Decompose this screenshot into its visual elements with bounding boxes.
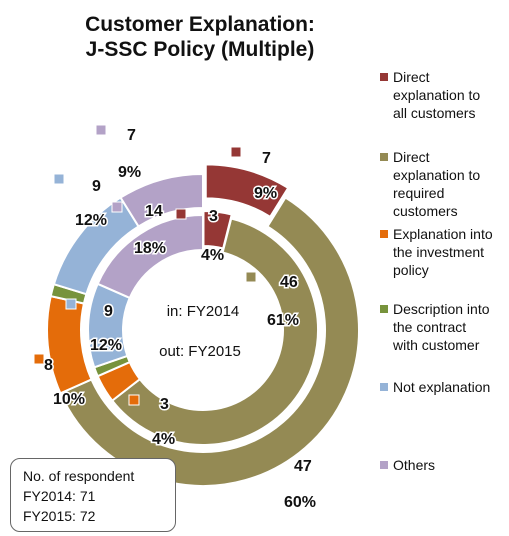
center-label-inner: in: FY2014 [167,303,240,320]
legend-swatch [380,153,388,161]
fy2014-slice-others [96,213,204,300]
fy2015-percent-label-others: 9% [118,164,141,181]
nested-donut-chart: 79%34%4661%4760%34%810%912%912%1418%79% … [33,124,360,513]
fy2014-count-label-direct-required: 46 [280,274,298,291]
respondent-heading: No. of respondent [23,468,135,484]
marker-square-direct-all [230,146,242,158]
fy2015-slice-direct-all [204,163,290,219]
marker-square-not-explanation [53,173,65,185]
fy2014-percent-label-others: 18% [134,240,166,257]
fy2015-count-label-direct-all: 7 [262,150,271,167]
chart-title-line-2: J-SSC Policy (Multiple) [85,38,315,61]
fy2014-percent-label-direct-required: 61% [267,312,299,329]
fy2015-percent-label-investment-policy: 10% [53,391,85,408]
fy2015-percent-label-not-explanation: 12% [75,212,107,229]
legend-label: Direct explanation to all customers [393,69,481,121]
legend-swatch [380,230,388,238]
fy2015-percent-label-direct-required: 60% [284,494,316,511]
fy2015-count-label-direct-required: 47 [294,458,312,475]
fy2014-percent-label-not-explanation: 12% [90,337,122,354]
legend-label: Others [393,457,436,473]
data-labels: 7 9% 3 4% 46 61% 47 60% 3 4% 810% 9 12% 9 12% 14 18% 7 9% [43,126,318,513]
respondent-fy2015: FY2015: 72 [23,508,96,524]
center-label-outer: out: FY2015 [159,343,241,360]
fy2015-slice-investment-policy [46,294,93,395]
fy2014-slice-direct-required [110,217,320,446]
legend-label: Explanation into the investment policy [393,226,493,278]
fy2015-slice-others [119,172,204,228]
chart-title: Customer Explanation: J-SSC Policy (Mult… [40,12,360,62]
fy2014-count-label-investment-policy: 3 [160,396,169,413]
legend-label: Direct explanation to required customers [393,149,481,219]
legend-swatch [380,305,388,313]
marker-square-investment-policy [128,394,140,406]
marker-square-direct-required [245,271,257,283]
fy2015-count-label-investment-policy: 8 [44,357,53,374]
marker-square-others [95,124,107,136]
fy2015-count-label-others: 7 [127,127,136,144]
respondent-fy2014: FY2014: 71 [23,488,96,504]
fy2014-slice-not-explanation [87,282,132,369]
legend-label: Not explanation [393,379,491,395]
chart-title-line-1: Customer Explanation: [85,13,315,36]
fy2014-percent-label-investment-policy: 4% [152,431,175,448]
fy2014-percent-label-direct-all: 4% [201,247,224,264]
fy2014-count-label-others: 14 [145,203,163,220]
outer-ring-fy2015 [46,163,360,487]
fy2015-count-label-not-explanation: 9 [92,178,101,195]
marker-square-direct-all [175,208,187,220]
legend-swatch [380,461,388,469]
fy2014-count-label-direct-all: 3 [209,208,218,225]
marker-square-not-explanation [65,298,77,310]
legend-swatch [380,73,388,81]
inner-ring-fy2014 [87,210,320,446]
legend-label: Description into the contract with custo… [393,301,490,353]
legend-swatch [380,383,388,391]
label-markers [33,124,257,406]
fy2014-count-label-not-explanation: 9 [104,303,113,320]
fy2015-percent-label-direct-all: 9% [254,185,277,202]
marker-square-others [111,201,123,213]
marker-square-investment-policy [33,353,45,365]
respondent-count-box: No. of respondent FY2014: 71 FY2015: 72 [10,458,176,532]
fy2015-slice-direct-required [59,196,360,487]
